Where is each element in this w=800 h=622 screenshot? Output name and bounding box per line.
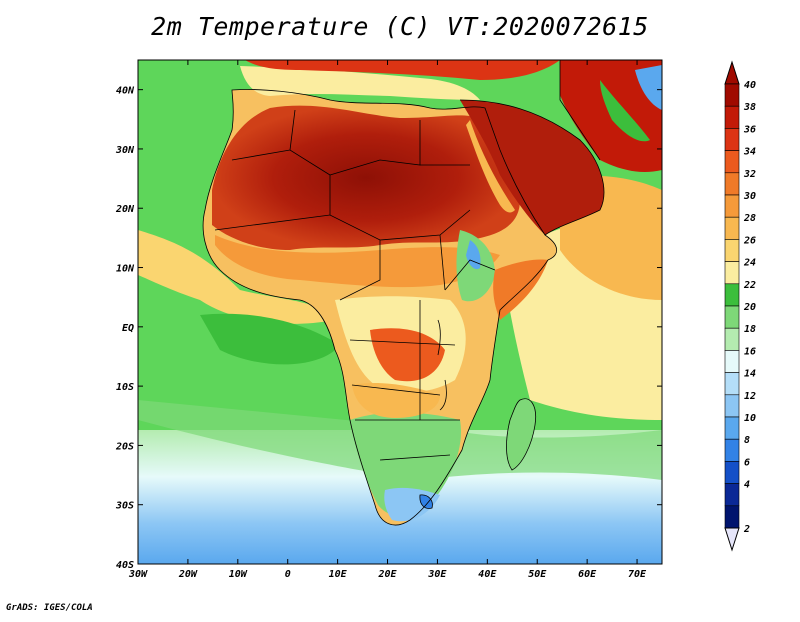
colorbar-box <box>724 372 740 396</box>
colorbar-box <box>724 216 740 240</box>
colorbar-label: 22 <box>743 280 756 291</box>
colorbar-box <box>724 283 740 307</box>
lat-tick-label: 10N <box>116 264 135 275</box>
colorbar-box <box>724 416 740 440</box>
lesotho-cold <box>419 494 433 509</box>
caspian-cool <box>635 65 662 110</box>
red-sea <box>466 120 515 213</box>
lat-tick-label: EQ <box>122 323 134 334</box>
lat-tick-label: 40N <box>116 86 135 97</box>
colorbar-box <box>724 239 740 262</box>
colorbar-box <box>724 83 740 107</box>
colorbar-label: 8 <box>744 435 750 446</box>
mediterranean <box>240 66 480 100</box>
lat-tick-label: 10S <box>116 382 134 393</box>
colorbar-label: 34 <box>743 147 756 158</box>
lat-tick-label: 20S <box>115 441 134 452</box>
arabia-hot <box>460 100 604 235</box>
colorbar-top-arrow <box>724 60 740 85</box>
lon-tick-label: 20W <box>178 569 198 580</box>
colorbar-box <box>724 350 740 373</box>
colorbar-label: 36 <box>743 124 756 135</box>
lon-tick-label: 60E <box>578 569 597 580</box>
colorbar-label: 24 <box>743 258 756 269</box>
colorbar-label: 4 <box>744 480 750 491</box>
colorbar-label: 26 <box>743 235 756 246</box>
colorbar-label: 6 <box>744 457 750 468</box>
colorbar-label: 32 <box>743 169 756 180</box>
lon-tick-label: 40E <box>478 569 497 580</box>
lon-tick-label: 70E <box>628 569 647 580</box>
colorbar-label: 20 <box>743 302 756 313</box>
europe-hot <box>245 60 560 80</box>
southern-africa <box>350 412 461 517</box>
credit-text: GrADS: IGES/COLA <box>6 603 93 613</box>
plot-frame <box>137 59 663 565</box>
colorbar-box <box>724 327 740 351</box>
colorbar-label: 40 <box>744 80 756 91</box>
lon-tick-label: 20E <box>377 569 397 580</box>
colorbar-box <box>724 394 740 418</box>
ethiopia-cool <box>466 240 481 270</box>
page-title: 2m Temperature (C) VT:2020072615 <box>151 12 649 41</box>
colorbar-box <box>724 128 740 151</box>
colorbar: 40 38 36 34 32 30 28 26 24 22 20 18 16 14 12 10 8 6 4 2 <box>724 60 756 552</box>
axis-ticks: 30W 20W 10W 0 10E 20E 30E 40E 50E 60E 70E 40S 30S 20S… <box>115 60 662 580</box>
colorbar-box <box>724 483 740 507</box>
colorbar-box <box>724 461 740 484</box>
colorbar-label: 14 <box>744 369 756 380</box>
colorbar-box <box>724 194 740 218</box>
sahara-hot <box>212 105 520 250</box>
colorbar-box <box>724 305 740 329</box>
colorbar-label: 30 <box>743 191 756 202</box>
colorbar-box <box>724 438 740 462</box>
boundary-lines <box>202 60 605 526</box>
colorbar-label: 28 <box>743 213 756 224</box>
lon-tick-label: 10E <box>329 569 348 580</box>
gulf-guinea-cool <box>200 313 340 365</box>
lon-tick-label: 30W <box>128 569 148 580</box>
lon-tick-label: 50E <box>528 569 547 580</box>
colorbar-box <box>724 105 740 129</box>
colorbar-label: 18 <box>744 324 756 335</box>
colorbar-bottom-arrow <box>724 527 740 552</box>
colorbar-label: 2 <box>743 524 750 535</box>
lon-tick-label: 10W <box>229 569 248 580</box>
colorbar-label: 16 <box>744 346 756 357</box>
colorbar-box <box>724 172 740 196</box>
atlantic-warm <box>138 230 335 324</box>
zagros-cool <box>600 80 650 142</box>
colorbar-box <box>724 505 740 529</box>
colorbar-label: 12 <box>744 391 756 402</box>
colorbar-box <box>724 150 740 174</box>
lat-tick-label: 20N <box>115 204 135 215</box>
horn-hot <box>493 259 548 320</box>
lon-tick-label: 30E <box>427 569 447 580</box>
angola-warm <box>352 383 440 418</box>
colorbar-label: 38 <box>743 102 756 113</box>
sahel-band <box>215 235 500 288</box>
lat-tick-label: 40S <box>116 560 134 571</box>
lat-tick-label: 30S <box>115 501 134 512</box>
colorbar-box <box>724 261 740 285</box>
lon-tick-label: 0 <box>285 569 291 580</box>
colorbar-label: 10 <box>744 413 756 424</box>
temperature-map <box>138 60 662 564</box>
madagascar <box>506 398 536 470</box>
lat-tick-label: 30N <box>115 145 135 156</box>
